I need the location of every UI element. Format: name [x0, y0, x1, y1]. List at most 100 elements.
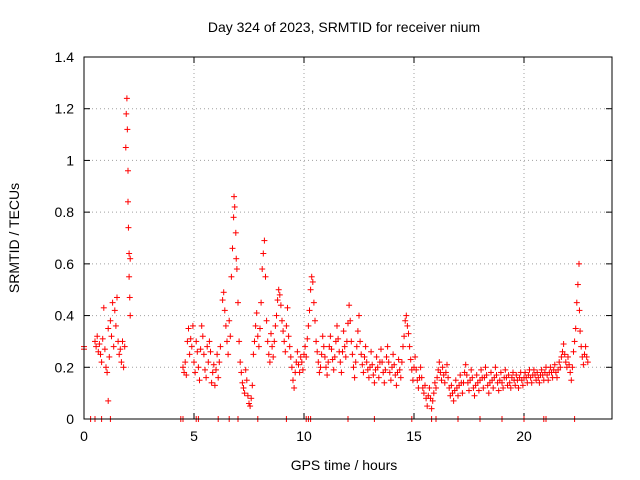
data-point	[100, 304, 107, 311]
data-point	[342, 353, 349, 360]
data-point	[483, 372, 490, 379]
data-point	[211, 382, 218, 389]
data-point	[469, 374, 476, 381]
data-point	[259, 266, 266, 273]
data-point	[468, 366, 475, 373]
data-point	[182, 359, 189, 366]
data-point	[382, 366, 389, 373]
data-point	[570, 348, 577, 355]
data-point	[313, 338, 320, 345]
data-point	[583, 353, 590, 360]
data-point	[123, 110, 130, 117]
data-point	[290, 377, 296, 384]
data-point	[327, 333, 334, 340]
data-point	[397, 374, 404, 381]
data-point	[255, 343, 262, 350]
data-point	[331, 353, 338, 360]
data-point	[334, 322, 340, 329]
data-point	[195, 364, 202, 371]
data-point	[109, 299, 116, 306]
data-point	[565, 353, 571, 360]
data-point	[122, 144, 129, 151]
data-point	[280, 328, 287, 335]
data-point	[402, 317, 409, 324]
data-point	[92, 338, 98, 345]
data-point	[244, 392, 251, 399]
data-point	[437, 369, 444, 376]
data-point	[576, 260, 582, 267]
data-point	[220, 289, 227, 296]
data-point	[106, 353, 113, 360]
data-point	[373, 353, 380, 360]
data-point	[346, 302, 353, 309]
data-point	[238, 369, 245, 376]
data-point	[126, 250, 133, 257]
data-point	[359, 361, 366, 368]
data-point	[505, 372, 512, 379]
grid-lines	[84, 57, 612, 419]
x-tick-label: 10	[296, 428, 312, 444]
data-point	[94, 333, 101, 340]
data-point	[405, 330, 412, 337]
data-point	[338, 369, 345, 376]
data-point	[260, 250, 267, 257]
data-point	[105, 325, 112, 332]
data-point	[365, 374, 372, 381]
data-point	[287, 353, 294, 360]
data-point	[452, 377, 459, 384]
data-point	[248, 395, 255, 402]
y-tick-label: 0.2	[55, 359, 75, 375]
data-point	[515, 384, 522, 391]
data-point	[230, 214, 237, 221]
data-point	[569, 364, 576, 371]
data-point	[519, 382, 526, 389]
data-point	[360, 369, 367, 376]
data-point	[257, 325, 263, 332]
data-point	[393, 382, 400, 389]
data-point	[105, 397, 112, 404]
data-point	[119, 338, 126, 345]
data-point	[126, 294, 133, 301]
data-point	[475, 387, 482, 394]
data-point	[231, 203, 238, 210]
data-point	[582, 343, 589, 350]
data-point	[403, 312, 410, 319]
data-point	[506, 379, 513, 386]
data-point	[215, 374, 222, 381]
data-point	[418, 374, 425, 381]
data-point	[200, 351, 207, 358]
data-points	[81, 95, 591, 422]
data-point	[213, 366, 219, 373]
data-point	[404, 322, 411, 329]
data-point	[398, 359, 405, 366]
data-point	[434, 374, 441, 381]
data-point	[116, 351, 123, 358]
data-point	[269, 343, 276, 350]
data-point	[513, 372, 520, 379]
data-point	[319, 333, 326, 340]
data-point	[93, 343, 100, 350]
data-point	[316, 369, 323, 376]
data-point	[562, 359, 569, 366]
data-point	[192, 369, 199, 376]
data-point	[557, 364, 564, 371]
data-point	[216, 359, 223, 366]
data-point	[413, 366, 420, 373]
data-point	[203, 374, 210, 381]
data-point	[362, 343, 369, 350]
data-point	[231, 193, 238, 200]
data-point	[572, 325, 579, 332]
data-point	[240, 384, 247, 391]
data-point	[277, 302, 284, 309]
data-point	[536, 379, 543, 386]
data-point	[307, 286, 314, 293]
y-tick-label: 0	[66, 411, 74, 427]
data-point	[187, 335, 194, 342]
data-point	[198, 322, 205, 329]
data-point	[433, 384, 439, 391]
data-point	[383, 353, 390, 360]
data-point	[337, 359, 344, 366]
data-point	[315, 359, 322, 366]
data-point	[274, 297, 281, 304]
